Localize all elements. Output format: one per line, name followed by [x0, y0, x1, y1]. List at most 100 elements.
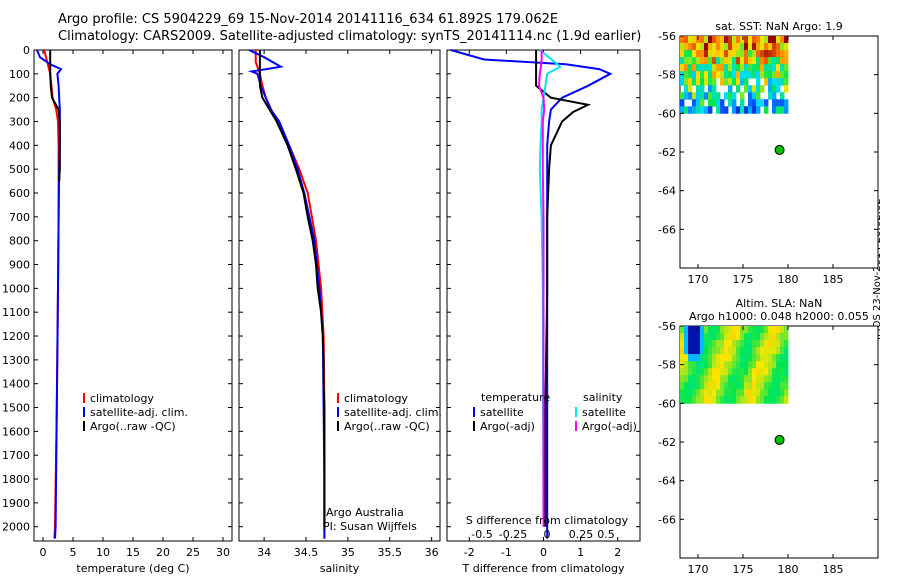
y-tick-label: 2000: [2, 521, 30, 534]
x-tick-label: 30: [216, 546, 230, 559]
map-cell: [768, 333, 773, 341]
map-cell: [772, 71, 777, 79]
legend-label: climatology: [344, 392, 408, 405]
x-tick-label: 35: [341, 546, 355, 559]
map-cell: [684, 396, 689, 404]
map-cell: [692, 50, 697, 58]
map-cell: [780, 347, 785, 355]
map-cell: [752, 396, 757, 404]
y-tick-label: -64: [658, 475, 676, 488]
map-cell: [680, 92, 685, 100]
map-cell: [772, 354, 777, 362]
map-cell: [760, 71, 765, 79]
map-cell: [688, 64, 693, 72]
map-cell: [684, 347, 689, 355]
map-cell: [744, 340, 749, 348]
map-cell: [732, 382, 737, 390]
map-cell: [700, 106, 705, 114]
map-cell: [784, 368, 789, 376]
map-cell: [732, 361, 737, 369]
map-cell: [768, 368, 773, 376]
map-cell: [680, 99, 685, 107]
salinity-panel: 34 34.5 35 35.5 36 salinity climatologysatelli…: [238, 49, 442, 575]
map-cell: [696, 389, 701, 397]
map-cell: [740, 382, 745, 390]
map-cell: [720, 354, 725, 362]
map-cell: [764, 354, 769, 362]
map-cell: [772, 64, 777, 72]
map-cell: [716, 375, 721, 383]
y-tick-label: 1400: [2, 378, 30, 391]
map-cell: [772, 361, 777, 369]
map-cell: [780, 375, 785, 383]
map-cell: [708, 71, 713, 79]
map-cell: [760, 375, 765, 383]
y-tick-label: -58: [658, 359, 676, 372]
map-cell: [736, 354, 741, 362]
map-cell: [776, 333, 781, 341]
map-cell: [700, 36, 705, 44]
map-cell: [740, 354, 745, 362]
map-cell: [708, 326, 713, 334]
map-cell: [768, 354, 773, 362]
map-cell: [768, 36, 773, 44]
map-cell: [696, 64, 701, 72]
map-cell: [684, 92, 689, 100]
x-tick-label: 2: [614, 546, 621, 559]
map-cell: [768, 340, 773, 348]
map-cell: [692, 368, 697, 376]
series-line: [49, 50, 61, 182]
map-cell: [784, 99, 789, 107]
map-cell: [688, 43, 693, 51]
map-cell: [744, 326, 749, 334]
y-tick-label: 900: [9, 259, 30, 272]
map-cell: [700, 78, 705, 86]
y-tick-label: 100: [9, 68, 30, 81]
temperature-panel: 0100200300400500600700800900100011001200…: [2, 44, 233, 575]
x-tick-label: 15: [126, 546, 140, 559]
sst-map-panel: 170 175 180 185 -56 -58 -60 -62 -64 -66 sat. SST: …: [658, 20, 879, 286]
series-line: [535, 50, 592, 527]
map-cell: [728, 36, 733, 44]
map-cell: [784, 347, 789, 355]
map-cell: [740, 389, 745, 397]
map-cell: [680, 43, 685, 51]
y-tick-label: 1200: [2, 330, 30, 343]
map-cell: [736, 396, 741, 404]
map-cell: [716, 99, 721, 107]
map-cell: [748, 347, 753, 355]
map-cell: [692, 326, 697, 334]
map-cell: [768, 326, 773, 334]
map-cell: [756, 43, 761, 51]
map-cell: [776, 36, 781, 44]
map-cell: [784, 375, 789, 383]
map-cell: [740, 347, 745, 355]
map-cell: [712, 340, 717, 348]
map-cell: [704, 92, 709, 100]
map-cell: [696, 396, 701, 404]
map-cell: [756, 361, 761, 369]
map-cell: [780, 57, 785, 65]
map-cell: [684, 354, 689, 362]
map-cell: [768, 78, 773, 86]
map-cell: [732, 43, 737, 51]
map-cell: [780, 71, 785, 79]
y-tick-label: 500: [9, 163, 30, 176]
map-cell: [728, 354, 733, 362]
map-cell: [748, 333, 753, 341]
map-cell: [748, 85, 753, 93]
map-cell: [712, 333, 717, 341]
map-cell: [752, 85, 757, 93]
map-cell: [748, 375, 753, 383]
plot-frame: [238, 49, 441, 542]
map-cell: [756, 340, 761, 348]
map-cell: [740, 36, 745, 44]
map-cell: [740, 43, 745, 51]
map-cell: [784, 36, 789, 44]
map-cell: [760, 57, 765, 65]
map-cell: [736, 50, 741, 58]
map-cell: [728, 375, 733, 383]
map-cell: [772, 396, 777, 404]
map-cell: [752, 326, 757, 334]
map-cell: [776, 396, 781, 404]
